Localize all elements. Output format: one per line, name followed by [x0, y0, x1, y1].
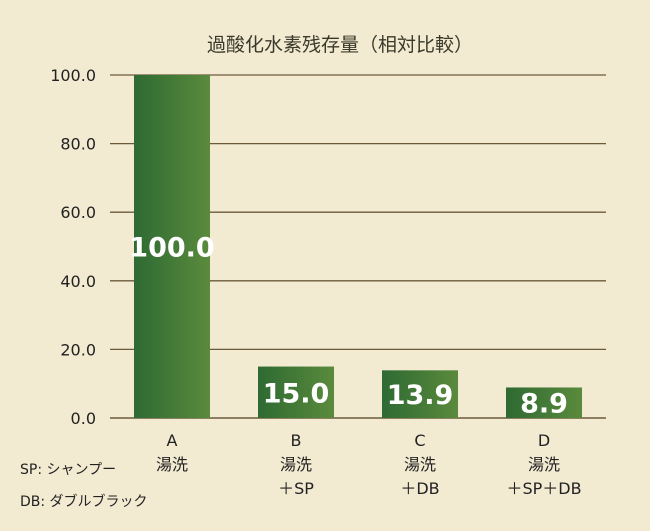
- y-tick-label: 0.0: [71, 409, 96, 428]
- note-db: DB: ダブルブラック: [20, 493, 148, 510]
- x-tick-label: 湯洗: [280, 455, 312, 474]
- x-tick-label: A: [167, 431, 178, 450]
- y-tick-label: 40.0: [60, 272, 96, 291]
- y-tick-label: 80.0: [60, 135, 96, 154]
- x-axis-ticks: A 湯洗 B 湯洗 ＋SP C 湯洗 ＋DB D 湯洗 ＋SP＋DB: [156, 431, 582, 498]
- bar: [134, 75, 210, 418]
- bar: [258, 366, 334, 418]
- note-sp: SP: シャンプー: [20, 462, 116, 478]
- bar-value-label: 15.0: [263, 378, 330, 409]
- bar: [382, 370, 458, 418]
- x-tick-label: ＋DB: [400, 479, 439, 498]
- bar-value-label: 8.9: [520, 389, 568, 420]
- y-tick-label: 100.0: [50, 66, 96, 85]
- legend-notes: SP: シャンプー DB: ダブルブラック: [20, 462, 148, 510]
- bar-value-label: 100.0: [129, 233, 214, 264]
- x-tick-label: D: [538, 431, 550, 450]
- bars: 100.0 15.0 13.9 8.9: [129, 75, 582, 420]
- chart-title: 過酸化水素残存量（相対比較）: [207, 34, 473, 56]
- y-tick-label: 60.0: [60, 203, 96, 222]
- x-tick-label: 湯洗: [156, 455, 188, 474]
- y-axis-ticks: 0.0 20.0 40.0 60.0 80.0 100.0: [50, 66, 96, 428]
- bar-value-label: 13.9: [387, 380, 454, 411]
- x-tick-label: ＋SP: [278, 479, 314, 498]
- y-tick-label: 20.0: [60, 340, 96, 359]
- x-tick-label: ＋SP＋DB: [506, 479, 581, 498]
- x-tick-label: C: [414, 431, 425, 450]
- x-tick-label: 湯洗: [528, 455, 560, 474]
- bar: [506, 387, 582, 418]
- x-tick-label: 湯洗: [404, 455, 436, 474]
- x-tick-label: B: [291, 431, 302, 450]
